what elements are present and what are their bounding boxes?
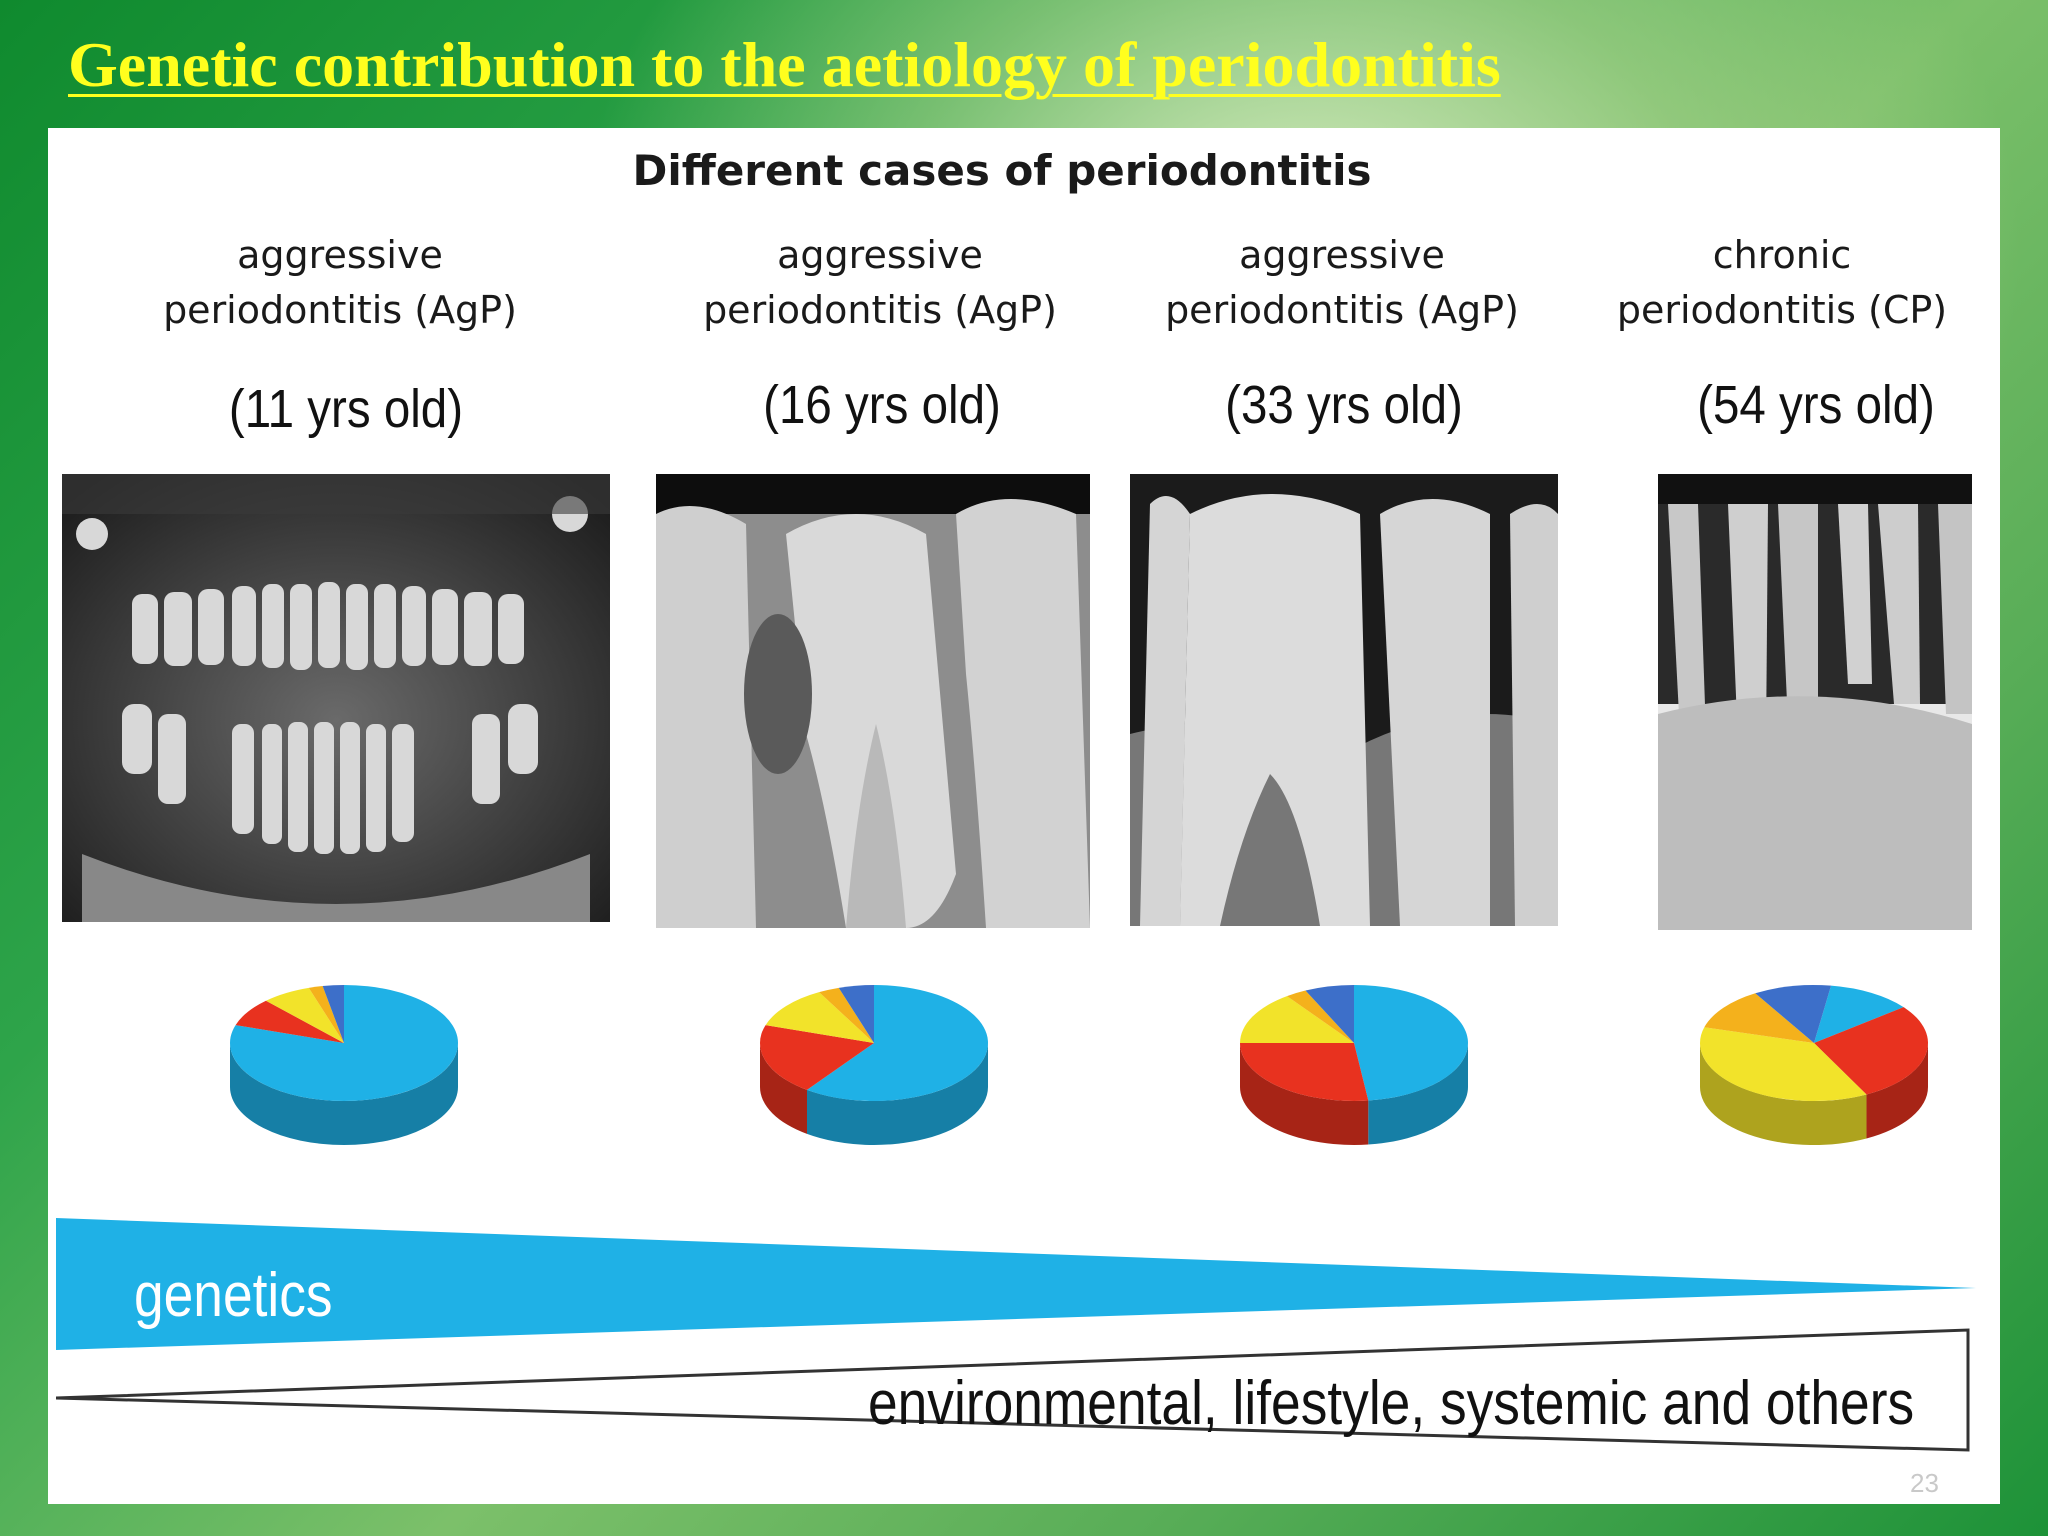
pie-side-genetics (230, 1043, 458, 1145)
pie-side-red-factor (760, 1043, 807, 1134)
case-type-line2: periodontitis (CP) (1616, 288, 1948, 332)
pie-slice-genetics (1814, 985, 1904, 1043)
pie-side-genetics (1368, 1043, 1468, 1145)
age-label-2: (16 yrs old) (763, 375, 1001, 435)
case-type-line1: aggressive (237, 233, 443, 277)
xray-panoramic-11yrs (62, 474, 610, 922)
age-label-4: (54 yrs old) (1697, 375, 1935, 435)
case-label-1: aggressive periodontitis (AgP) (90, 228, 590, 338)
genetics-wedge (56, 1218, 1976, 1350)
pie-slice-genetics (806, 985, 988, 1101)
pie-side-red-factor (1240, 1043, 1369, 1145)
figure-panel: Different cases of periodontitis aggress… (48, 128, 2000, 1504)
pie-slice-blue-factor (838, 985, 874, 1043)
pie-slice-red-factor (1814, 1007, 1928, 1095)
xray-periapical-54yrs (1658, 474, 1972, 930)
pie-slice-orange-factor (819, 987, 874, 1043)
pie-slice-orange-factor (308, 986, 344, 1043)
pie-slice-red-factor (760, 1025, 874, 1090)
pie-slice-yellow-factor (765, 992, 874, 1043)
pie-slice-orange-factor (1704, 993, 1814, 1043)
pie-chart-54yrs (1694, 973, 1934, 1153)
pie-slice-blue-factor (1305, 985, 1354, 1043)
environment-wedge (56, 1328, 1970, 1452)
pie-chart-16yrs (754, 973, 994, 1153)
case-type-line2: periodontitis (AgP) (703, 288, 1057, 332)
age-label-1: (11 yrs old) (228, 379, 464, 439)
pie-chart-11yrs (224, 973, 464, 1153)
case-type-line2: periodontitis (AgP) (163, 288, 517, 332)
slide-number: 23 (1910, 1468, 1939, 1498)
pie-slice-blue-factor (1755, 985, 1832, 1043)
pie-slice-orange-factor (1286, 990, 1354, 1043)
pie-side-red-factor (1866, 1043, 1928, 1139)
pie-slice-yellow-factor (1700, 1027, 1867, 1101)
pie-side-genetics (806, 1043, 988, 1145)
pie-slice-yellow-factor (265, 987, 344, 1043)
environment-label: environmental, lifestyle, systemic and o… (868, 1369, 1915, 1438)
case-type-line1: chronic (1712, 233, 1852, 277)
case-label-4: chronic periodontitis (CP) (1572, 228, 1992, 338)
genetics-environment-gradient (56, 1218, 1976, 1452)
pie-slice-red-factor (1240, 1043, 1369, 1101)
pie-side-yellow-factor (1700, 1043, 1867, 1145)
pie-slice-genetics (1354, 985, 1469, 1101)
figure-heading: Different cases of periodontitis (632, 146, 1372, 195)
xray-periapical-16yrs (656, 474, 1090, 928)
pie-slice-red-factor (235, 1000, 344, 1043)
pie-slice-blue-factor (322, 985, 344, 1043)
case-type-line1: aggressive (1239, 233, 1445, 277)
slide-title: Genetic contribution to the aetiology of… (68, 29, 1501, 100)
genetics-label: genetics (134, 1261, 333, 1330)
case-label-2: aggressive periodontitis (AgP) (630, 228, 1130, 338)
case-label-3: aggressive periodontitis (AgP) (1092, 228, 1592, 338)
pie-slice-yellow-factor (1240, 996, 1354, 1043)
case-type-line2: periodontitis (AgP) (1165, 288, 1519, 332)
pie-chart-33yrs (1234, 973, 1474, 1153)
case-type-line1: aggressive (777, 233, 983, 277)
xray-periapical-33yrs (1130, 474, 1558, 926)
age-label-3: (33 yrs old) (1225, 375, 1463, 435)
